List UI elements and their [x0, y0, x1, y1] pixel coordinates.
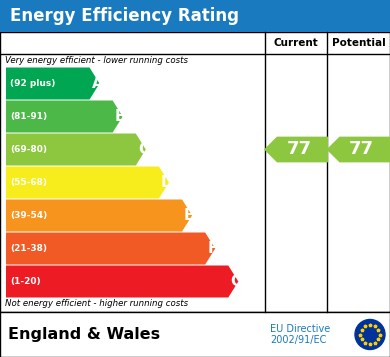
Text: Current: Current — [274, 38, 318, 48]
Text: EU Directive: EU Directive — [270, 325, 330, 335]
Polygon shape — [6, 200, 192, 231]
Text: (92 plus): (92 plus) — [10, 79, 55, 88]
Text: D: D — [161, 175, 174, 190]
Text: 77: 77 — [287, 141, 312, 159]
Polygon shape — [6, 266, 238, 297]
Circle shape — [355, 320, 385, 350]
Polygon shape — [6, 134, 146, 166]
Text: (81-91): (81-91) — [10, 112, 47, 121]
Text: (39-54): (39-54) — [10, 211, 47, 220]
Polygon shape — [6, 166, 169, 198]
Polygon shape — [6, 232, 215, 265]
Bar — [0, 312, 390, 357]
Polygon shape — [264, 137, 328, 162]
Bar — [0, 0, 390, 32]
Text: Very energy efficient - lower running costs: Very energy efficient - lower running co… — [5, 56, 188, 65]
Text: A: A — [92, 76, 103, 91]
Text: Energy Efficiency Rating: Energy Efficiency Rating — [10, 7, 239, 25]
Text: England & Wales: England & Wales — [8, 327, 160, 342]
Text: F: F — [207, 241, 218, 256]
Polygon shape — [326, 137, 390, 162]
Text: (55-68): (55-68) — [10, 178, 47, 187]
Text: G: G — [230, 274, 243, 289]
Text: (21-38): (21-38) — [10, 244, 47, 253]
Text: Potential: Potential — [332, 38, 385, 48]
Polygon shape — [6, 67, 99, 100]
Text: (1-20): (1-20) — [10, 277, 41, 286]
Text: E: E — [184, 208, 195, 223]
Bar — [0, 32, 390, 312]
Polygon shape — [6, 101, 122, 132]
Text: C: C — [138, 142, 149, 157]
Text: 77: 77 — [349, 141, 374, 159]
Text: 2002/91/EC: 2002/91/EC — [270, 336, 326, 346]
Text: (69-80): (69-80) — [10, 145, 47, 154]
Text: B: B — [115, 109, 126, 124]
Text: Not energy efficient - higher running costs: Not energy efficient - higher running co… — [5, 299, 188, 308]
